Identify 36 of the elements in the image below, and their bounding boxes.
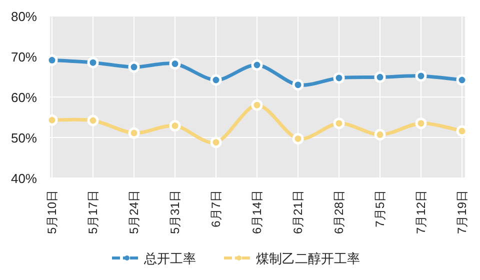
y-tick-label: 70% <box>10 50 38 64</box>
point <box>128 127 140 139</box>
x-tick-label: 7月19日 <box>455 190 469 234</box>
point <box>128 61 140 73</box>
point <box>169 120 181 132</box>
point <box>87 114 99 126</box>
point <box>251 59 263 71</box>
point <box>292 132 304 144</box>
y-tick-label: 60% <box>10 90 38 105</box>
x-tick-label: 7月5日 <box>373 190 387 228</box>
x-tick-label: 5月17日 <box>86 190 100 234</box>
x-tick-label: 5月24日 <box>127 190 141 234</box>
point <box>169 58 181 70</box>
point <box>210 74 222 86</box>
legend-label: 煤制乙二醇开工率 <box>256 251 360 266</box>
point <box>292 79 304 91</box>
x-tick-label: 5月31日 <box>168 190 182 234</box>
x-tick-label: 7月12日 <box>414 190 428 234</box>
point <box>415 70 427 82</box>
point <box>415 118 427 130</box>
x-tick-label: 6月28日 <box>332 190 346 234</box>
legend-label: 总开工率 <box>143 251 196 266</box>
point <box>374 71 386 83</box>
y-tick-label: 80% <box>10 9 38 24</box>
y-tick-label: 40% <box>10 171 38 186</box>
x-tick-label: 6月21日 <box>291 190 305 234</box>
y-tick-label: 50% <box>10 130 38 146</box>
point <box>333 72 345 84</box>
point <box>251 99 263 111</box>
x-tick-label: 6月14日 <box>250 190 264 234</box>
point <box>333 118 345 130</box>
point <box>374 128 386 140</box>
point <box>87 56 99 68</box>
x-tick-label: 5月10日 <box>45 190 59 234</box>
point <box>210 136 222 148</box>
x-tick-label: 6月7日 <box>209 190 223 228</box>
